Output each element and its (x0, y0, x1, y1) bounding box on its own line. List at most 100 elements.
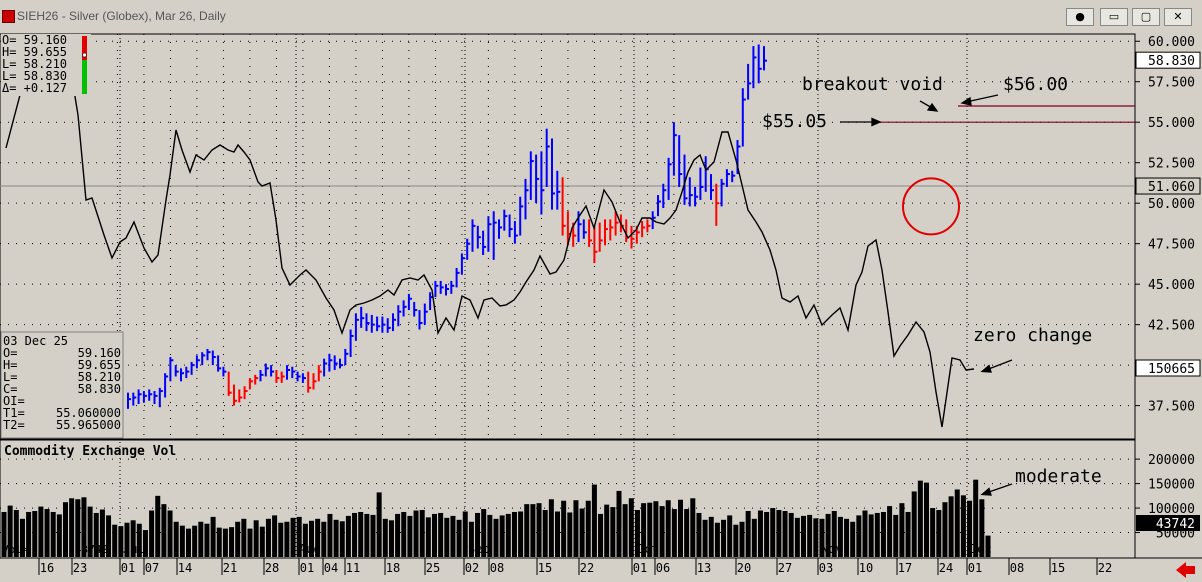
volume-bar (641, 503, 647, 557)
price-bar (725, 169, 730, 187)
price-axis-label: 45.000 (1148, 278, 1195, 293)
price-bar (535, 154, 540, 204)
volume-bar (555, 511, 560, 557)
close-button[interactable]: ✕ (1164, 8, 1192, 26)
volume-bar (850, 521, 856, 557)
price-bar (657, 195, 661, 217)
price-bar (471, 219, 476, 252)
volume-bar (438, 512, 444, 557)
volume-bar (413, 510, 419, 557)
gap-circle (902, 177, 960, 236)
ohlc-low: L= 58.210 (2, 57, 67, 71)
volume-bar (776, 510, 782, 557)
price-bars (127, 44, 767, 409)
price-bar (296, 371, 301, 382)
price-bar (747, 63, 752, 100)
range-bar-green (82, 60, 87, 94)
price-bar (333, 355, 338, 370)
price-bar (413, 301, 418, 317)
price-bar (307, 371, 312, 393)
volume-bar (542, 510, 548, 557)
price-axis-labels: 60.000 57.500 55.000 52.500 50.000 47.500 45.0… (1135, 35, 1195, 415)
volume-bar (948, 496, 954, 557)
volume-bar (222, 528, 228, 557)
volume-bar (419, 510, 425, 557)
price-bar (217, 355, 222, 372)
volume-bar (518, 511, 524, 557)
record-button[interactable]: ● (1066, 8, 1094, 26)
volume-bar (801, 515, 806, 557)
price-bar (598, 222, 603, 252)
price-bar (158, 387, 163, 408)
day-ticks: 16 23 01 07 14 21 28 01 04 11 18 25 02 08 15 22 01 06 13 20… (38, 558, 1112, 575)
volume-bar (893, 514, 899, 557)
maximize-button[interactable]: ▢ (1132, 8, 1160, 26)
annotation-5505: $55.05 (762, 111, 827, 132)
price-bar (630, 225, 635, 249)
oi-tag (1135, 359, 1201, 377)
volume-bar (388, 520, 394, 557)
volume-bar (862, 510, 868, 557)
price-bar (376, 316, 381, 332)
price-bar (487, 216, 492, 252)
minimize-button[interactable]: ▭ (1100, 8, 1128, 26)
price-axis-label: 52.500 (1148, 157, 1195, 172)
day-tick-label: 01 (300, 561, 314, 575)
price-bar (339, 358, 343, 369)
volume-bar (911, 491, 917, 557)
volume-bar (382, 518, 388, 557)
volume-bar (659, 506, 665, 557)
volume-bar (647, 502, 653, 557)
price-axis-label: 50.000 (1148, 197, 1195, 212)
volume-axis-label: 200000 (1148, 453, 1195, 468)
price-bar (662, 183, 667, 209)
price-bar (317, 365, 322, 382)
price-bar (148, 389, 153, 401)
volume-bar (26, 511, 32, 557)
price-bar (551, 138, 555, 210)
price-bar (423, 303, 428, 325)
ohlc-high: H= 59.655 (2, 45, 67, 59)
price-bar (667, 157, 672, 200)
volume-bar (967, 500, 973, 557)
volume-bar (7, 505, 13, 557)
day-tick-label: 03 (819, 561, 833, 575)
price-bar (132, 392, 137, 406)
price-bar (434, 280, 439, 298)
price-bar (588, 219, 593, 247)
day-tick-label: 08 (490, 561, 504, 575)
day-tick-label: 18 (386, 561, 400, 575)
title-bar: SIEH26 - Silver (Globex), Mar 26, Daily … (0, 0, 1202, 35)
volume-bar (161, 504, 167, 557)
price-bar (710, 174, 714, 200)
volume-bar (813, 518, 819, 557)
volume-bar (548, 499, 554, 557)
price-bar (715, 183, 720, 226)
ohlc-last: L= 58.830 (2, 69, 67, 83)
price-bar (646, 219, 651, 233)
price-bar (513, 220, 518, 244)
volume-bar (364, 513, 370, 557)
volume-bar (315, 518, 321, 557)
scroll-right-arrow-icon[interactable] (1176, 562, 1195, 578)
day-tick-label: 14 (178, 561, 192, 575)
volume-bar (764, 511, 770, 557)
price-bar (476, 225, 481, 249)
price-axis-label: 57.500 (1148, 76, 1195, 91)
volume-label: Vol= (2, 543, 29, 556)
volume-bar (81, 497, 87, 557)
day-tick-label: 10 (859, 561, 873, 575)
price-bar (519, 196, 524, 236)
volume-bar (425, 517, 431, 557)
volume-bar (272, 515, 278, 557)
price-bar (248, 378, 253, 390)
price-bar (524, 178, 529, 220)
price-bar (365, 313, 370, 332)
price-bar (275, 369, 280, 383)
volume-bar (739, 521, 745, 557)
price-bar (349, 329, 354, 358)
data-window-value: 55.060000 (56, 406, 121, 420)
price-bar (455, 267, 460, 288)
price-bar (164, 373, 169, 398)
